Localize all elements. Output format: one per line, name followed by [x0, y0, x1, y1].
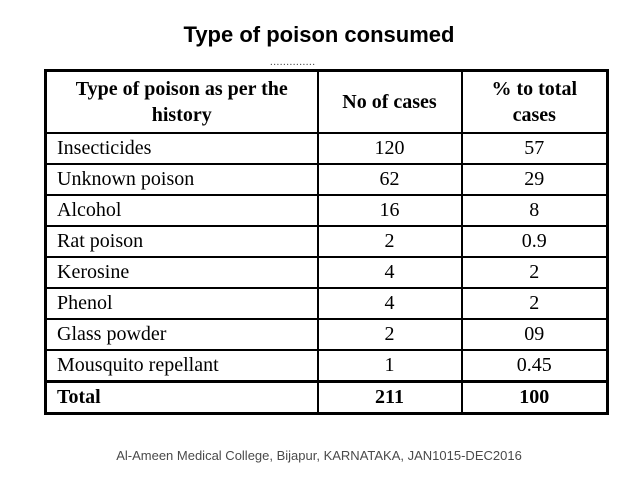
case-count: 2 [316, 225, 463, 258]
case-count: 4 [316, 287, 463, 320]
case-percent: 29 [460, 163, 609, 196]
poison-table-container: Type of poison as per the history No of … [44, 69, 609, 415]
poison-name: Phenol [44, 287, 319, 320]
table-row: Rat poison 2 0.9 [44, 225, 609, 258]
source-footer: Al-Ameen Medical College, Bijapur, KARNA… [116, 448, 522, 463]
table-row: Insecticides 120 57 [44, 132, 609, 165]
table-header-row: Type of poison as per the history No of … [44, 69, 609, 134]
case-percent: 57 [460, 132, 609, 165]
cropped-caption-fragment: .............. [270, 59, 316, 65]
case-count: 1 [316, 349, 463, 383]
poison-name: Kerosine [44, 256, 319, 289]
poison-table: Type of poison as per the history No of … [44, 69, 609, 415]
table-row: Kerosine 4 2 [44, 256, 609, 289]
case-percent: 0.45 [460, 349, 609, 383]
case-count: 4 [316, 256, 463, 289]
table-row: Mousquito repellant 1 0.45 [44, 349, 609, 383]
case-percent: 2 [460, 287, 609, 320]
poison-name: Mousquito repellant [44, 349, 319, 383]
case-percent: 8 [460, 194, 609, 227]
total-label: Total [44, 380, 319, 415]
header-percent-total: % to total cases [460, 69, 609, 134]
case-count: 120 [316, 132, 463, 165]
case-count: 16 [316, 194, 463, 227]
case-percent: 2 [460, 256, 609, 289]
table-row: Glass powder 2 09 [44, 318, 609, 351]
poison-name: Unknown poison [44, 163, 319, 196]
poison-name: Glass powder [44, 318, 319, 351]
case-count: 62 [316, 163, 463, 196]
case-count: 2 [316, 318, 463, 351]
header-poison-type: Type of poison as per the history [44, 69, 319, 134]
poison-name: Rat poison [44, 225, 319, 258]
table-row: Alcohol 16 8 [44, 194, 609, 227]
table-row: Unknown poison 62 29 [44, 163, 609, 196]
poison-name: Insecticides [44, 132, 319, 165]
header-no-of-cases: No of cases [316, 69, 463, 134]
total-row: Total 211 100 [44, 380, 609, 415]
table-row: Phenol 4 2 [44, 287, 609, 320]
poison-name: Alcohol [44, 194, 319, 227]
case-percent: 09 [460, 318, 609, 351]
total-cases: 211 [316, 380, 463, 415]
slide-title: Type of poison consumed [183, 22, 455, 47]
case-percent: 0.9 [460, 225, 609, 258]
total-percent: 100 [460, 380, 609, 415]
